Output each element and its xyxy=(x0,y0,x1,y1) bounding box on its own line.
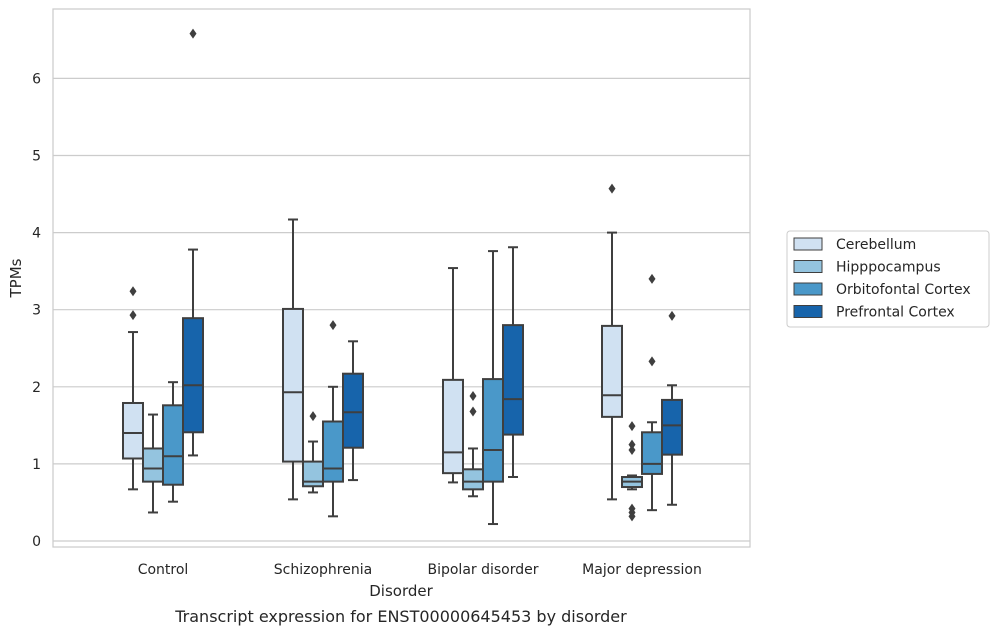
legend-swatch xyxy=(793,237,823,251)
y-axis-label: TPMs xyxy=(7,258,25,298)
box-cerebellum-0 xyxy=(122,286,144,491)
iqr-box xyxy=(482,378,504,483)
outlier-point xyxy=(648,356,656,367)
y-tick-label: 6 xyxy=(32,71,41,87)
outlier-point xyxy=(668,310,676,321)
box-hipppocampus-1 xyxy=(302,411,324,494)
iqr-box xyxy=(182,317,204,434)
outlier-point xyxy=(469,406,477,417)
box-hipppocampus-2 xyxy=(462,391,484,498)
outlier-point xyxy=(129,286,137,297)
iqr-box xyxy=(342,372,364,449)
legend-label: Cerebellum xyxy=(836,237,916,253)
outlier-point xyxy=(469,391,477,402)
legend-label: Orbitofontal Cortex xyxy=(836,282,971,298)
outlier-point xyxy=(129,310,137,321)
outlier-point xyxy=(189,28,197,39)
iqr-box xyxy=(122,401,144,460)
legend-swatch xyxy=(793,282,823,296)
boxes xyxy=(122,28,683,526)
x-tick-label: Schizophrenia xyxy=(274,562,372,578)
box-cerebellum-3 xyxy=(601,183,623,501)
iqr-box xyxy=(442,378,464,475)
x-tick-label: Control xyxy=(138,562,189,578)
chart-caption: Transcript expression for ENST0000064545… xyxy=(174,607,627,626)
outlier-point xyxy=(628,421,636,432)
outlier-point xyxy=(628,439,636,450)
legend-label: Prefrontal Cortex xyxy=(836,305,955,321)
box-cerebellum-1 xyxy=(282,218,304,501)
y-tick-label: 1 xyxy=(32,457,41,473)
box-hipppocampus-3 xyxy=(621,421,643,522)
x-tick-label: Bipolar disorder xyxy=(427,562,538,578)
outlier-point xyxy=(628,503,636,514)
outlier-point xyxy=(329,320,337,331)
y-tick-label: 3 xyxy=(32,303,41,319)
box-orbitofontal-cortex-0 xyxy=(162,381,184,503)
iqr-box xyxy=(601,324,623,418)
y-tick-label: 4 xyxy=(32,226,41,242)
iqr-box xyxy=(142,447,164,483)
x-tick-labels: Control Schizophrenia Bipolar disorder Majo… xyxy=(138,562,702,578)
box-prefrontal-cortex-2 xyxy=(502,246,524,479)
box-hipppocampus-0 xyxy=(142,413,164,514)
box-orbitofontal-cortex-2 xyxy=(482,250,504,526)
iqr-box xyxy=(322,420,344,483)
legend-swatch xyxy=(793,260,823,273)
legend: Cerebellum Hipppocampus Orbitofontal Corte… xyxy=(786,230,990,328)
outlier-point xyxy=(628,445,636,456)
y-tick-labels: 0 1 2 3 4 5 6 xyxy=(32,71,41,550)
box-cerebellum-2 xyxy=(442,267,464,484)
outlier-point xyxy=(309,411,317,422)
outlier-point xyxy=(648,273,656,284)
iqr-box xyxy=(462,468,484,491)
iqr-box xyxy=(661,398,683,456)
iqr-box xyxy=(282,307,304,463)
box-orbitofontal-cortex-1 xyxy=(322,320,344,518)
x-axis-label: Disorder xyxy=(369,582,433,600)
legend-frame xyxy=(786,230,990,328)
x-tick-label: Major depression xyxy=(582,562,702,578)
y-tick-label: 0 xyxy=(32,534,41,550)
iqr-box xyxy=(162,404,184,486)
box-orbitofontal-cortex-3 xyxy=(641,273,663,512)
iqr-box xyxy=(502,324,524,436)
box-prefrontal-cortex-1 xyxy=(342,340,364,482)
legend-label: Hipppocampus xyxy=(836,260,941,276)
y-tick-label: 5 xyxy=(32,149,41,165)
iqr-box xyxy=(641,431,663,475)
box-prefrontal-cortex-3 xyxy=(661,310,683,506)
outlier-point xyxy=(608,183,616,194)
plot-frame xyxy=(52,8,751,548)
legend-swatch xyxy=(793,305,823,318)
y-tick-label: 2 xyxy=(32,380,41,396)
box-prefrontal-cortex-0 xyxy=(182,28,204,457)
